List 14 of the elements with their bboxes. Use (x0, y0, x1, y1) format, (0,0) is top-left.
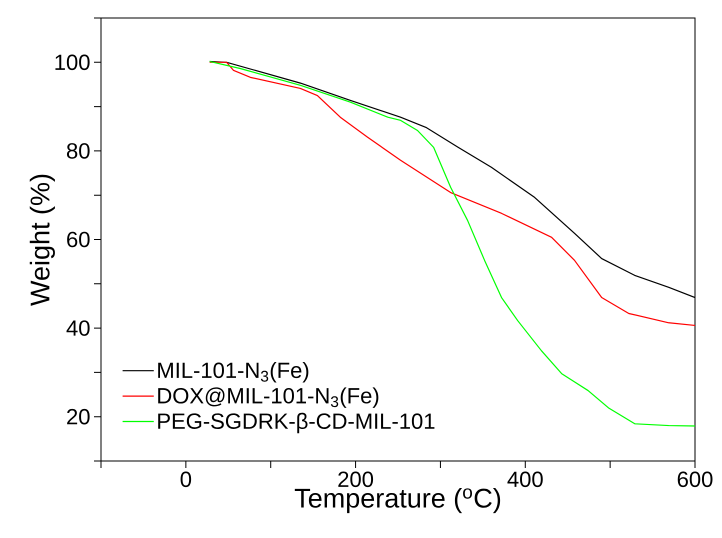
y-tick-label: 40 (66, 320, 90, 336)
x-axis-title: Temperature ($^{o}$C) (294, 488, 500, 514)
y-tick-label: 100 (55, 54, 90, 70)
x-tick-label: 400 (507, 472, 543, 488)
x-tick-label: 600 (678, 472, 712, 488)
legend-label: DOX@MIL-101-N$_{3}$(Fe) (158, 387, 378, 408)
y-axis-title: Weight (%) (30, 174, 55, 306)
legend-label: MIL-101-N$_{3}$(Fe) (158, 362, 308, 382)
y-tick-label: 20 (67, 408, 90, 424)
x-tick-label: 0 (180, 472, 192, 488)
legend-label: PEG-SGDRK-β-CD-MIL-101 (158, 412, 434, 434)
x-tick-label: 200 (338, 472, 374, 488)
y-tick-label: 60 (67, 232, 90, 248)
y-tick-label: 80 (66, 143, 90, 159)
